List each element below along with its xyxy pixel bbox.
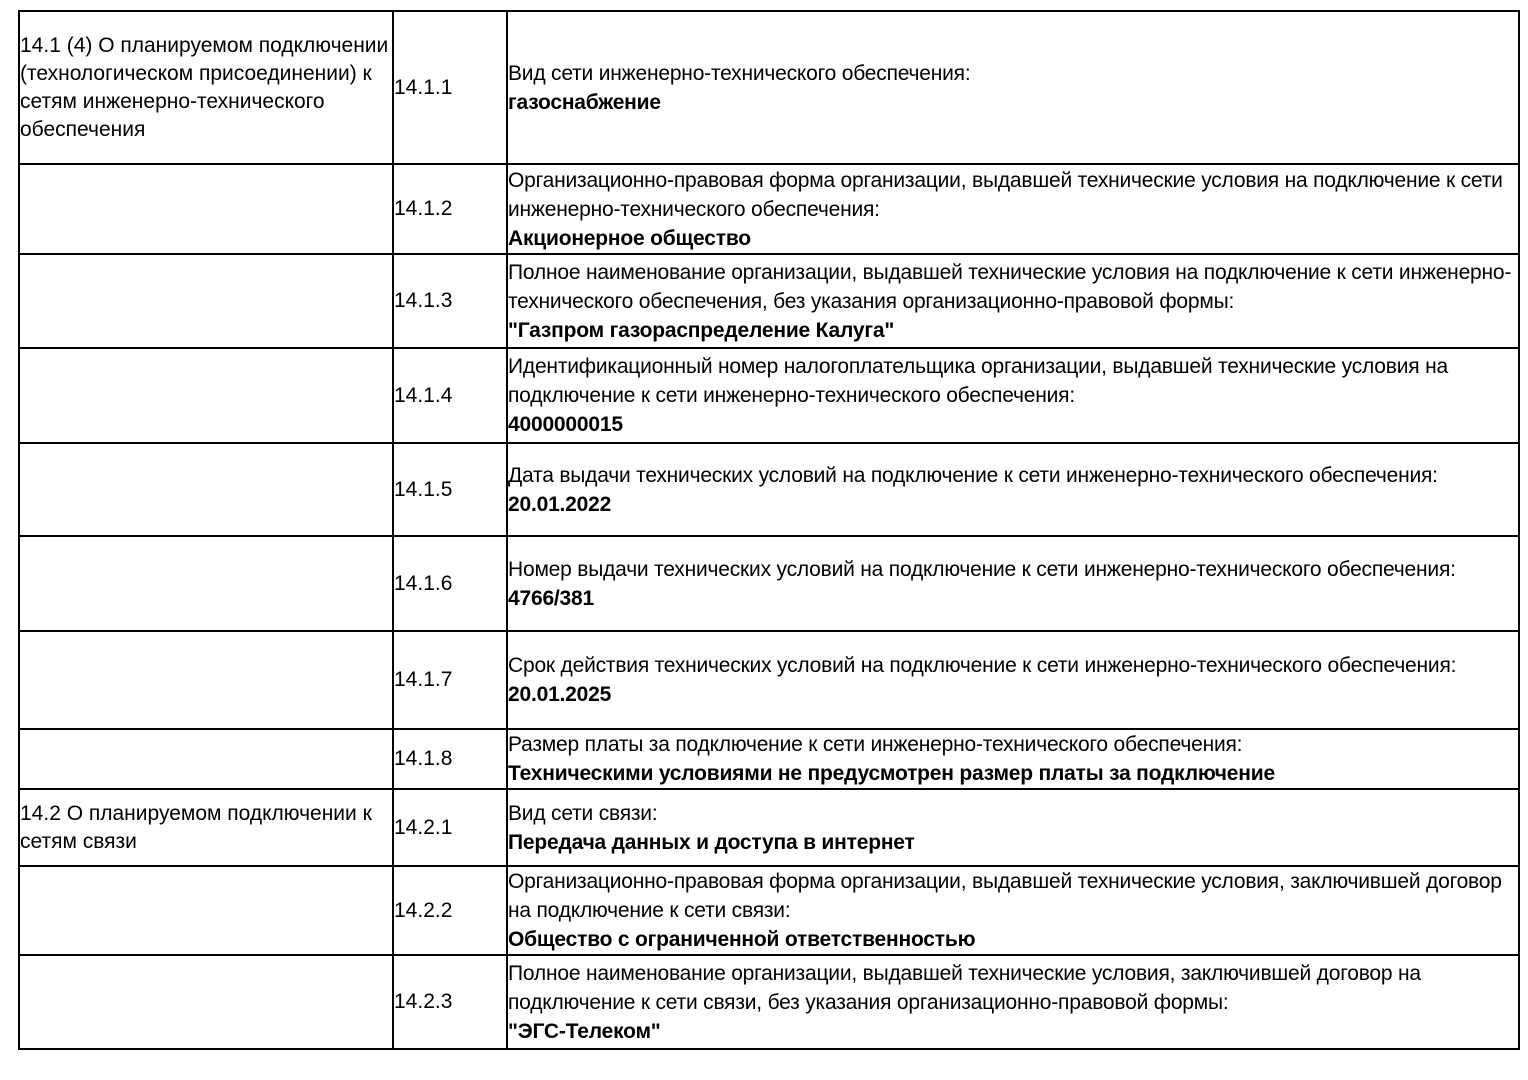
section-title-cell — [18, 163, 394, 255]
table-row: 14.1.6 Номер выдачи технических условий … — [18, 535, 1520, 632]
item-label: Полное наименование организации, выдавше… — [508, 260, 1512, 313]
item-content-cell: Номер выдачи технических условий на подк… — [506, 535, 1520, 632]
item-value: 4000000015 — [508, 413, 623, 436]
declaration-table: 14.1 (4) О планируемом подключении (техн… — [18, 10, 1520, 1050]
table-row: 14.1.5 Дата выдачи технических условий н… — [18, 442, 1520, 537]
table-row: 14.1.4 Идентификационный номер налогопла… — [18, 347, 1520, 444]
section-title: 14.1 (4) О планируемом подключении (техн… — [20, 33, 389, 141]
section-title-cell: 14.1 (4) О планируемом подключении (техн… — [18, 10, 394, 165]
item-value: Акционерное общество — [508, 226, 751, 250]
item-content-cell: Размер платы за подключение к сети инжен… — [506, 728, 1520, 790]
item-label: Срок действия технических условий на под… — [508, 654, 1457, 677]
item-number-cell: 14.1.7 — [392, 630, 508, 730]
table-row: 14.1 (4) О планируемом подключении (техн… — [18, 10, 1520, 165]
table-row: 14.1.3 Полное наименование организации, … — [18, 253, 1520, 349]
item-value: газоснабжение — [508, 90, 661, 114]
item-number-cell: 14.1.4 — [392, 347, 508, 444]
section-title-cell — [18, 630, 394, 730]
item-content-cell: Организационно-правовая форма организаци… — [506, 865, 1520, 956]
item-number-cell: 14.1.1 — [392, 10, 508, 165]
table-row: 14.1.2 Организационно-правовая форма орг… — [18, 163, 1520, 255]
item-value: "Газпром газораспределение Калуга" — [508, 318, 895, 342]
item-value: "ЭГС-Телеком" — [508, 1019, 661, 1043]
item-content-cell: Полное наименование организации, выдавше… — [506, 954, 1520, 1050]
item-label: Полное наименование организации, выдавше… — [508, 961, 1421, 1014]
item-content-cell: Срок действия технических условий на под… — [506, 630, 1520, 730]
item-content-cell: Идентификационный номер налогоплательщик… — [506, 347, 1520, 444]
item-label: Организационно-правовая форма организаци… — [508, 168, 1503, 221]
item-number-cell: 14.2.3 — [392, 954, 508, 1050]
item-label: Вид сети связи: — [508, 801, 658, 825]
item-value: Передача данных и доступа в интернет — [508, 830, 915, 854]
item-number-cell: 14.1.5 — [392, 442, 508, 537]
item-number-cell: 14.1.6 — [392, 535, 508, 632]
item-label: Организационно-правовая форма организаци… — [508, 870, 1502, 922]
table-row: 14.1.7 Срок действия технических условий… — [18, 630, 1520, 730]
section-title-cell — [18, 347, 394, 444]
item-value: 4766/381 — [508, 586, 594, 610]
item-content-cell: Вид сети инженерно-технического обеспече… — [506, 10, 1520, 165]
item-label: Номер выдачи технических условий на подк… — [508, 557, 1456, 581]
item-content-cell: Дата выдачи технических условий на подкл… — [506, 442, 1520, 537]
item-label: Размер платы за подключение к сети инжен… — [508, 733, 1243, 756]
item-value: 20.01.2025 — [508, 683, 612, 706]
section-title: 14.2 О планируемом подключении к сетям с… — [20, 801, 372, 853]
section-title-cell: 14.2 О планируемом подключении к сетям с… — [18, 788, 394, 867]
item-value: 20.01.2022 — [508, 492, 612, 516]
section-title-cell — [18, 253, 394, 349]
section-title-cell — [18, 954, 394, 1050]
item-content-cell: Вид сети связи: Передача данных и доступ… — [506, 788, 1520, 867]
declaration-table-body: 14.1 (4) О планируемом подключении (техн… — [18, 10, 1520, 1050]
table-row: 14.2 О планируемом подключении к сетям с… — [18, 788, 1520, 867]
item-content-cell: Полное наименование организации, выдавше… — [506, 253, 1520, 349]
section-title-cell — [18, 535, 394, 632]
item-number-cell: 14.1.3 — [392, 253, 508, 349]
item-label: Вид сети инженерно-технического обеспече… — [508, 61, 971, 85]
item-number-cell: 14.1.2 — [392, 163, 508, 255]
item-number-cell: 14.2.2 — [392, 865, 508, 956]
section-title-cell — [18, 728, 394, 790]
item-label: Дата выдачи технических условий на подкл… — [508, 463, 1438, 487]
item-value: Общество с ограниченной ответственностью — [508, 928, 976, 951]
section-title-cell — [18, 865, 394, 956]
section-title-cell — [18, 442, 394, 537]
item-number-cell: 14.2.1 — [392, 788, 508, 867]
item-content-cell: Организационно-правовая форма организаци… — [506, 163, 1520, 255]
table-row: 14.1.8 Размер платы за подключение к сет… — [18, 728, 1520, 790]
item-value: Техническими условиями не предусмотрен р… — [508, 762, 1275, 785]
table-row: 14.2.3 Полное наименование организации, … — [18, 954, 1520, 1050]
item-number-cell: 14.1.8 — [392, 728, 508, 790]
table-row: 14.2.2 Организационно-правовая форма орг… — [18, 865, 1520, 956]
item-label: Идентификационный номер налогоплательщик… — [508, 355, 1448, 407]
